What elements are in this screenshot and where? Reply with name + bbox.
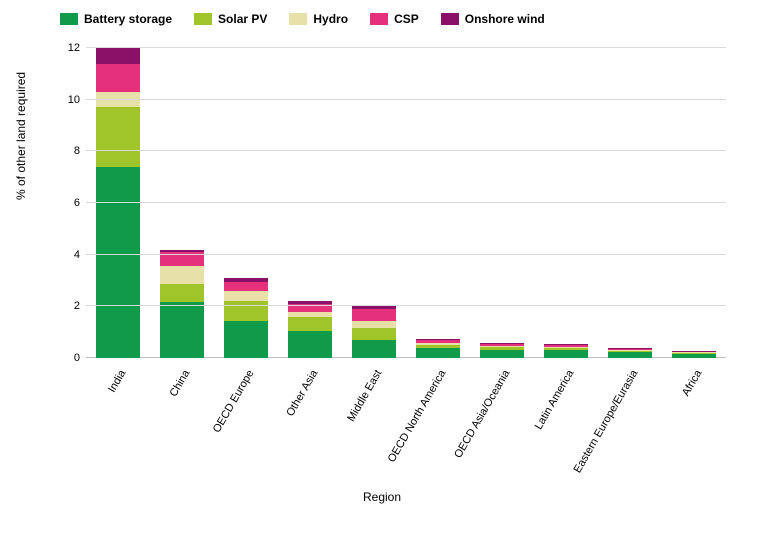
bar-segment-solar	[352, 328, 396, 340]
legend-label-wind: Onshore wind	[465, 12, 545, 26]
bar-segment-csp	[224, 282, 268, 291]
legend-swatch-wind	[441, 13, 459, 25]
bar-segment-hydro	[480, 346, 524, 347]
bar-segment-solar	[672, 353, 716, 354]
y-tick-label: 6	[52, 197, 80, 209]
x-tick-labels: IndiaChinaOECD EuropeOther AsiaMiddle Ea…	[86, 360, 726, 480]
bar-segment-battery	[288, 331, 332, 358]
x-tick-label: Eastern Europe/Eurasia	[530, 368, 640, 547]
bar-segment-hydro	[224, 291, 268, 301]
bars-group	[86, 48, 726, 358]
x-tick-label: OECD Europe	[146, 368, 256, 547]
bar-segment-wind	[288, 301, 332, 304]
bar-segment-hydro	[352, 321, 396, 329]
bar-segment-wind	[224, 278, 268, 282]
legend-label-solar: Solar PV	[218, 12, 267, 26]
x-tick-label: OECD North America	[338, 368, 448, 547]
x-tick-label: Latin America	[466, 368, 576, 547]
bar-segment-csp	[672, 351, 716, 352]
x-tick-label: India	[18, 368, 128, 547]
x-tick-label: Other Asia	[210, 368, 320, 547]
gridline	[86, 202, 726, 203]
bar-segment-wind	[608, 348, 652, 349]
bar-segment-wind	[480, 343, 524, 344]
bar-segment-hydro	[160, 266, 204, 284]
plot-area	[86, 48, 726, 358]
legend-label-battery: Battery storage	[84, 12, 172, 26]
bar-segment-csp	[544, 345, 588, 347]
bar-segment-solar	[416, 345, 460, 348]
bar-segment-csp	[480, 344, 524, 346]
bar-segment-solar	[608, 351, 652, 353]
y-tick-label: 8	[52, 145, 80, 157]
y-tick-label: 10	[52, 94, 80, 106]
chart-legend: Battery storage Solar PV Hydro CSP Onshore w…	[60, 12, 545, 26]
gridline	[86, 150, 726, 151]
y-tick-label: 12	[52, 42, 80, 54]
bar-segment-solar	[160, 284, 204, 302]
y-tick-label: 4	[52, 249, 80, 261]
x-axis-title: Region	[0, 490, 764, 504]
bar-segment-hydro	[672, 352, 716, 353]
bar-segment-csp	[416, 340, 460, 343]
legend-item-hydro: Hydro	[289, 12, 348, 26]
bar-segment-battery	[224, 321, 268, 358]
bar-segment-battery	[160, 302, 204, 358]
bar-segment-hydro	[288, 312, 332, 317]
bar-segment-solar	[544, 348, 588, 350]
bar-segment-wind	[96, 48, 140, 64]
bar-segment-solar	[224, 301, 268, 320]
x-tick-label: China	[82, 368, 192, 547]
bar-segment-hydro	[608, 350, 652, 351]
legend-item-solar: Solar PV	[194, 12, 267, 26]
bar-segment-solar	[96, 107, 140, 166]
bar-segment-wind	[544, 344, 588, 345]
legend-swatch-csp	[370, 13, 388, 25]
legend-label-hydro: Hydro	[313, 12, 348, 26]
bar-segment-hydro	[544, 347, 588, 348]
bar-segment-csp	[96, 64, 140, 92]
bar-segment-battery	[96, 167, 140, 358]
legend-item-battery: Battery storage	[60, 12, 172, 26]
legend-swatch-solar	[194, 13, 212, 25]
legend-item-wind: Onshore wind	[441, 12, 545, 26]
bar-segment-solar	[288, 317, 332, 331]
bar-segment-wind	[416, 339, 460, 340]
bar-segment-wind	[352, 306, 396, 309]
bar-segment-solar	[480, 347, 524, 350]
bar-segment-hydro	[416, 343, 460, 345]
x-tick-label: Middle East	[274, 368, 384, 547]
legend-swatch-battery	[60, 13, 78, 25]
legend-label-csp: CSP	[394, 12, 419, 26]
y-axis-title: % of other land required	[14, 72, 28, 200]
x-tick-label: Africa	[594, 368, 704, 547]
bar-segment-wind	[160, 250, 204, 253]
legend-item-csp: CSP	[370, 12, 419, 26]
bar-segment-battery	[352, 340, 396, 358]
land-required-stacked-bar-chart: Battery storage Solar PV Hydro CSP Onshore w…	[0, 0, 764, 514]
legend-swatch-hydro	[289, 13, 307, 25]
gridline	[86, 47, 726, 48]
y-tick-label: 2	[52, 300, 80, 312]
x-tick-label: OECD Asia/Oceania	[402, 368, 512, 547]
bar-segment-csp	[352, 309, 396, 321]
gridline	[86, 99, 726, 100]
bar-segment-hydro	[96, 92, 140, 108]
gridline	[86, 305, 726, 306]
x-axis-line	[86, 357, 726, 358]
bar-segment-csp	[608, 349, 652, 350]
gridline	[86, 254, 726, 255]
bar-segment-wind	[672, 351, 716, 352]
y-tick-label: 0	[52, 352, 80, 364]
